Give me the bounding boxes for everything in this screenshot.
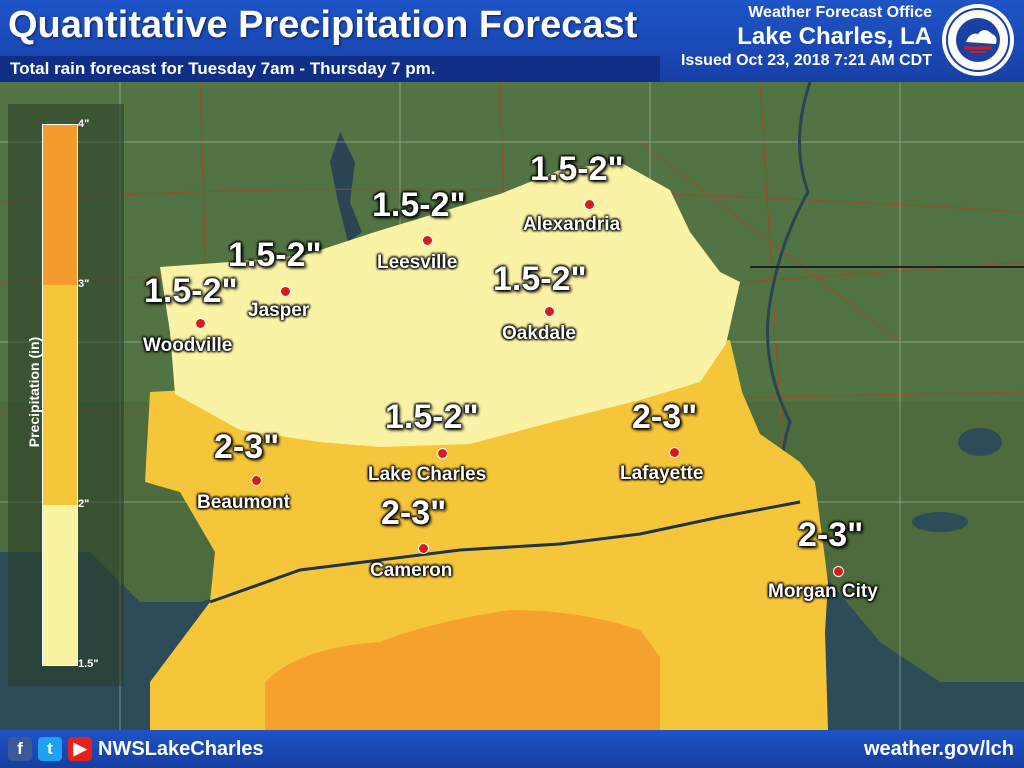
city-label: Oakdale — [502, 323, 576, 344]
city-marker — [280, 286, 291, 297]
office-block: Weather Forecast Office Lake Charles, LA… — [681, 4, 932, 70]
facebook-icon[interactable]: f — [8, 737, 32, 761]
issued-time: Issued Oct 23, 2018 7:21 AM CDT — [680, 52, 932, 69]
city-marker — [195, 318, 206, 329]
city-marker — [584, 199, 595, 210]
rain-amount-label: 1.5-2" — [493, 260, 587, 298]
youtube-icon[interactable]: ▶ — [68, 737, 92, 761]
header: Quantitative Precipitation Forecast Tota… — [0, 0, 1024, 82]
legend-tick: 1.5" — [78, 658, 99, 670]
city-label: Leesville — [377, 252, 458, 273]
legend-swatch-2-3 — [43, 285, 77, 505]
city-marker — [422, 235, 433, 246]
footer: f t ▶ NWSLakeCharles weather.gov/lch — [0, 730, 1024, 768]
legend-title: Precipitation (in) — [26, 336, 42, 448]
city-marker — [251, 475, 262, 486]
city-marker — [418, 543, 429, 554]
legend-tick: 4" — [78, 118, 90, 130]
city-label: Woodville — [143, 335, 233, 356]
city-marker — [669, 447, 680, 458]
city-label: Morgan City — [768, 581, 878, 602]
subtitle: Total rain forecast for Tuesday 7am - Th… — [10, 59, 436, 78]
social-handle[interactable]: NWSLakeCharles — [98, 738, 264, 760]
twitter-icon[interactable]: t — [38, 737, 62, 761]
website-link[interactable]: weather.gov/lch — [863, 738, 1014, 760]
rain-amount-label: 2-3" — [798, 516, 864, 554]
reservoir — [330, 132, 362, 242]
rain-amount-label: 2-3" — [214, 428, 280, 466]
city-label: Beaumont — [197, 492, 290, 513]
city-label: Lake Charles — [368, 464, 487, 485]
city-marker — [833, 566, 844, 577]
rain-amount-label: 1.5-2" — [372, 186, 466, 224]
rain-amount-label: 1.5-2" — [385, 398, 479, 436]
precip-3-4 — [265, 610, 660, 730]
lake — [958, 428, 1002, 456]
forecast-map — [0, 82, 1024, 730]
city-marker — [437, 448, 448, 459]
city-label: Jasper — [248, 300, 310, 321]
legend-swatch-1_5-2 — [43, 505, 77, 665]
city-marker — [544, 306, 555, 317]
city-label: Cameron — [370, 560, 453, 581]
city-label: Alexandria — [523, 214, 621, 235]
office-location: Lake Charles, LA — [737, 23, 932, 50]
legend-tick: 3" — [78, 278, 90, 290]
legend-bar — [42, 124, 78, 666]
nws-logo-icon — [942, 4, 1014, 76]
rain-amount-label: 1.5-2" — [530, 150, 624, 188]
precip-legend: 4" 3" 2" 1.5" Precipitation (in) — [8, 104, 124, 686]
page-title: Quantitative Precipitation Forecast — [8, 4, 638, 46]
map-graphic — [0, 82, 1024, 730]
lake — [912, 512, 968, 532]
legend-tick: 2" — [78, 498, 90, 510]
legend-swatch-3-4 — [43, 125, 77, 285]
precip-1_5-2 — [160, 162, 740, 447]
rain-amount-label: 2-3" — [381, 494, 447, 532]
coastline — [209, 500, 801, 604]
office-name: Weather Forecast Office — [748, 4, 932, 21]
city-label: Lafayette — [620, 463, 704, 484]
rain-amount-label: 2-3" — [632, 398, 698, 436]
subtitle-bar: Total rain forecast for Tuesday 7am - Th… — [0, 56, 660, 82]
rain-amount-label: 1.5-2" — [228, 236, 322, 274]
rain-amount-label: 1.5-2" — [144, 272, 238, 310]
